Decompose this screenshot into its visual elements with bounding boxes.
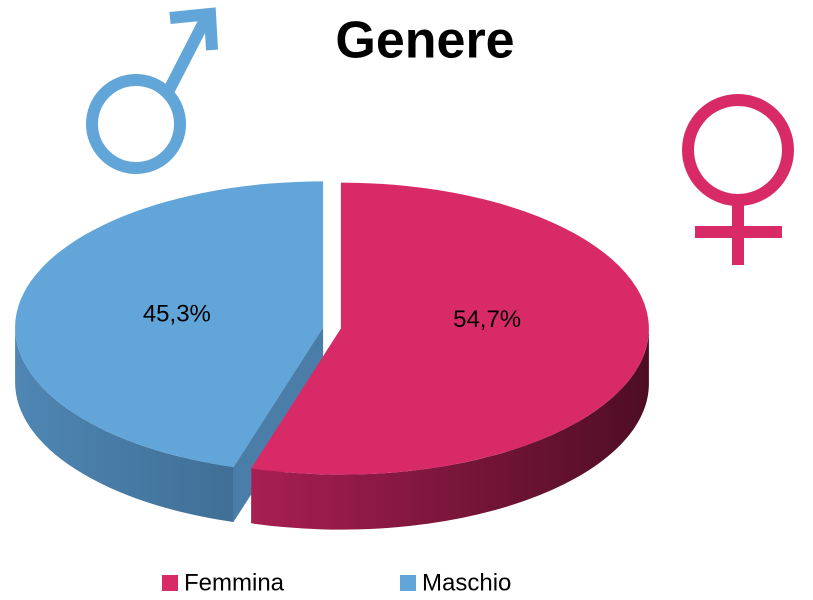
slice-wall	[15, 327, 234, 523]
legend-label: Femmina	[184, 569, 285, 596]
male-symbol	[86, 7, 218, 174]
legend-swatch	[400, 575, 416, 591]
slice	[251, 182, 649, 475]
female-symbol	[682, 94, 794, 265]
legend-swatch	[162, 575, 178, 591]
slice	[15, 181, 324, 468]
data-label: 54,7%	[453, 306, 521, 333]
legend-label: Maschio	[422, 569, 511, 596]
pie: 54,7% 45,3%	[15, 181, 649, 530]
legend: Femmina Maschio	[162, 569, 511, 596]
chart-title: Genere	[335, 12, 514, 70]
data-label: 45,3%	[143, 301, 211, 328]
slice-wall	[251, 328, 649, 530]
